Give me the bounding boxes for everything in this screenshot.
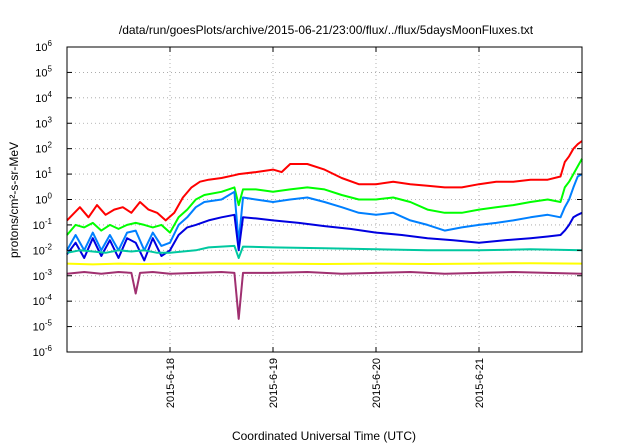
x-tick-label: 2015-6-18 xyxy=(165,358,177,408)
x-tick-label: 2015-6-19 xyxy=(268,358,280,408)
series-lines xyxy=(66,140,583,320)
grid-lines xyxy=(67,47,582,352)
x-tick-label: 2015-6-21 xyxy=(474,358,486,408)
chart-title: /data/run/goesPlots/archive/2015-06-21/2… xyxy=(119,23,534,37)
y-tick-label: 105 xyxy=(35,64,52,79)
series-line xyxy=(66,173,583,252)
y-tick-label: 102 xyxy=(35,141,52,156)
y-tick-label: 106 xyxy=(35,39,52,54)
axis-ticks xyxy=(67,46,582,353)
y-tick-label: 100 xyxy=(35,192,52,207)
series-line xyxy=(66,211,583,262)
x-axis-label: Coordinated Universal Time (UTC) xyxy=(232,429,416,443)
series-line xyxy=(66,140,583,222)
y-tick-labels: 10-6 10-5 10-4 10-3 10-2 10-1 100 101 102 103 104 1… xyxy=(33,39,53,359)
series-line xyxy=(66,244,583,259)
y-tick-label: 101 xyxy=(35,166,52,181)
plot-frame xyxy=(66,46,583,353)
x-tick-labels: 2015-6-18 2015-6-19 2015-6-20 2015-6-21 xyxy=(165,358,486,408)
y-tick-label: 10-2 xyxy=(33,242,53,257)
y-tick-label: 10-6 xyxy=(33,344,53,359)
x-tick-label: 2015-6-20 xyxy=(371,358,383,408)
y-tick-label: 10-5 xyxy=(33,319,53,334)
y-tick-label: 10-1 xyxy=(33,217,53,232)
series-line xyxy=(66,271,583,320)
series-line xyxy=(66,158,583,236)
y-axis-label: protons/cm²-s-sr-MeV xyxy=(7,142,21,258)
y-tick-label: 10-4 xyxy=(33,293,53,308)
series-line xyxy=(66,262,583,266)
y-tick-label: 103 xyxy=(35,115,52,130)
y-tick-label: 10-3 xyxy=(33,268,53,283)
y-tick-label: 104 xyxy=(35,90,52,105)
